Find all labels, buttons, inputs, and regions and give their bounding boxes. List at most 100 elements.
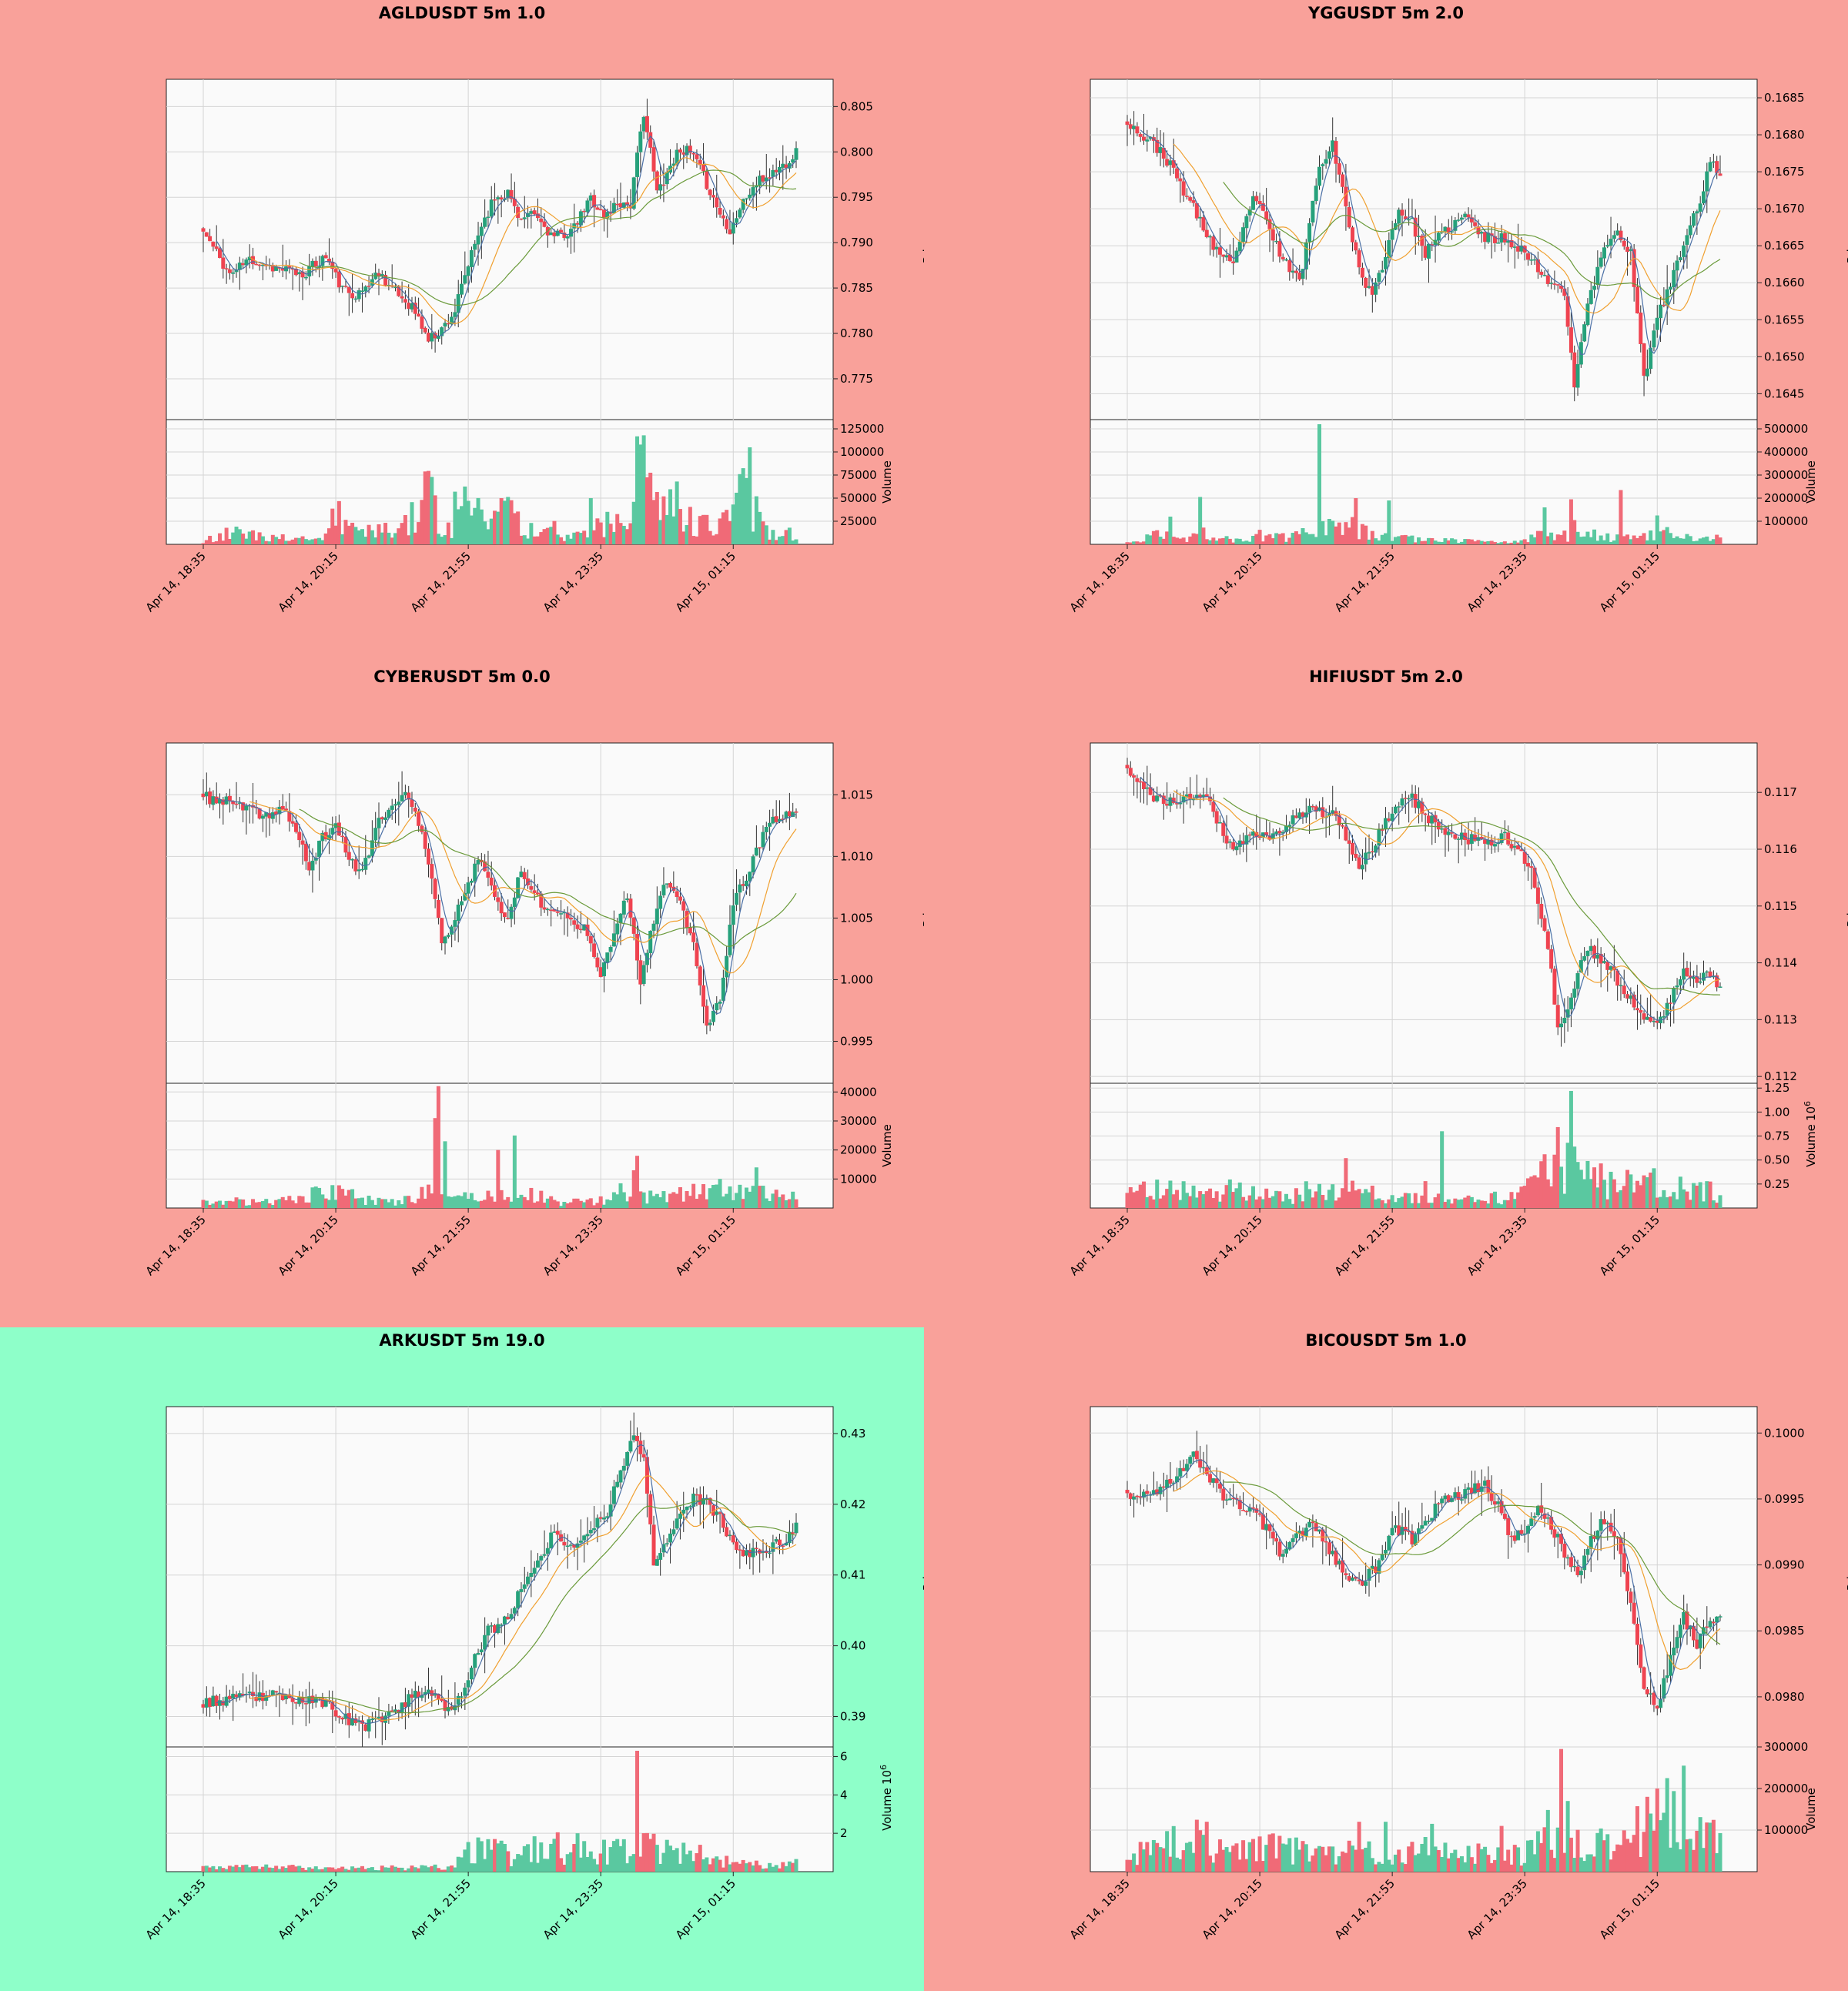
candle-body: [443, 936, 447, 944]
candle-body: [293, 1702, 298, 1704]
candle-body: [1629, 1591, 1633, 1603]
candle-body: [777, 166, 782, 173]
volume-bar: [1529, 534, 1534, 544]
volume-bar: [427, 1867, 431, 1872]
volume-bar: [403, 1870, 407, 1872]
volume-bar: [224, 527, 229, 544]
candle-body: [340, 286, 345, 287]
volume-bar: [1364, 1847, 1368, 1872]
volume-bar: [357, 530, 361, 544]
candle-body: [1367, 1568, 1371, 1581]
candle-body: [1711, 161, 1716, 163]
volume-bar: [1479, 1200, 1484, 1208]
volume-bar: [227, 539, 232, 544]
candle-body: [741, 1550, 745, 1557]
volume-bar: [323, 533, 328, 544]
candle-body: [1161, 148, 1166, 159]
candle-body: [336, 271, 341, 288]
volume-bar: [516, 1854, 521, 1872]
volume-bar: [1652, 1168, 1656, 1208]
candle-body: [326, 835, 331, 840]
volume-bar: [1284, 1193, 1288, 1208]
candle-body: [1602, 1519, 1606, 1524]
candle-body: [1231, 842, 1236, 850]
volume-tick-label: 1.25: [1764, 1081, 1789, 1095]
volume-bar: [1357, 1822, 1361, 1872]
candle-body: [764, 1551, 768, 1554]
volume-bar: [1492, 1191, 1497, 1208]
candle-body: [1237, 1500, 1242, 1510]
candle-body: [1585, 303, 1590, 326]
candle-body: [661, 885, 666, 895]
volume-bar: [1327, 518, 1331, 544]
volume-bar: [1629, 1842, 1633, 1872]
volume-bar: [764, 525, 768, 544]
candle-body: [1476, 226, 1481, 235]
moving-average-slow: [1223, 797, 1721, 996]
candle-body: [387, 809, 391, 818]
candle-body: [1440, 828, 1445, 830]
volume-bar: [1585, 531, 1590, 544]
candle-body: [1307, 805, 1312, 813]
volume-bar: [234, 1197, 239, 1208]
candle-body: [234, 1694, 239, 1698]
volume-bar: [353, 1868, 358, 1872]
volume-bar: [393, 1866, 397, 1872]
candle-body: [1619, 985, 1623, 986]
volume-bar: [293, 1866, 298, 1872]
candle-body: [413, 1691, 417, 1698]
volume-bar: [1142, 541, 1147, 544]
volume-bar: [1578, 537, 1583, 544]
volume-bar: [668, 1845, 673, 1872]
candle-body: [357, 869, 361, 872]
candle-body: [343, 837, 348, 853]
candle-body: [1250, 1507, 1255, 1509]
volume-bar: [234, 527, 239, 544]
volume-bar: [1281, 1843, 1285, 1872]
volume-bar: [1314, 1191, 1318, 1208]
volume-bar: [1572, 1858, 1577, 1872]
candle-body: [241, 1694, 246, 1695]
volume-bar: [420, 500, 424, 544]
volume-bar: [1595, 1187, 1600, 1208]
candle-body: [469, 249, 474, 267]
volume-bar: [307, 1202, 312, 1208]
y-tick-label: 0.114: [1764, 956, 1797, 970]
candle-body: [1217, 247, 1222, 255]
candle-body: [698, 1494, 702, 1505]
volume-bar: [1430, 1823, 1435, 1872]
candle-body: [417, 313, 421, 317]
candle-body: [741, 199, 745, 210]
volume-bar: [1453, 1198, 1458, 1208]
volume-bar: [1585, 1160, 1590, 1208]
volume-bar: [333, 1200, 338, 1208]
volume-bar: [483, 1859, 487, 1872]
volume-bar: [1685, 1839, 1689, 1872]
candle-body: [1519, 1530, 1524, 1534]
volume-bar: [701, 1184, 706, 1208]
volume-bar: [1341, 1851, 1345, 1872]
candle-body: [1619, 1538, 1623, 1554]
volume-bar: [363, 1869, 368, 1872]
volume-bar: [535, 536, 540, 544]
candle-body: [1711, 1621, 1716, 1624]
volume-bar: [450, 1196, 454, 1208]
candle-body: [1469, 1487, 1474, 1494]
volume-bar: [1582, 1861, 1587, 1872]
volume-bar: [1397, 1198, 1401, 1208]
volume-bar: [1347, 1191, 1351, 1208]
volume-bar: [247, 531, 252, 544]
candle-body: [1535, 887, 1540, 904]
volume-bar: [1592, 1167, 1597, 1208]
volume-bar: [1701, 1848, 1706, 1872]
candle-body: [1214, 811, 1219, 824]
candle-body: [336, 822, 341, 836]
candle-body: [1701, 191, 1706, 204]
volume-bar: [208, 1867, 213, 1872]
volume-bar: [336, 1868, 341, 1872]
candle-body: [1619, 230, 1623, 241]
chart-title: AGLDUSDT 5m 1.0: [379, 4, 546, 22]
volume-bar: [1532, 1175, 1537, 1208]
volume-bar: [1436, 541, 1441, 544]
candle-body: [1178, 178, 1183, 182]
